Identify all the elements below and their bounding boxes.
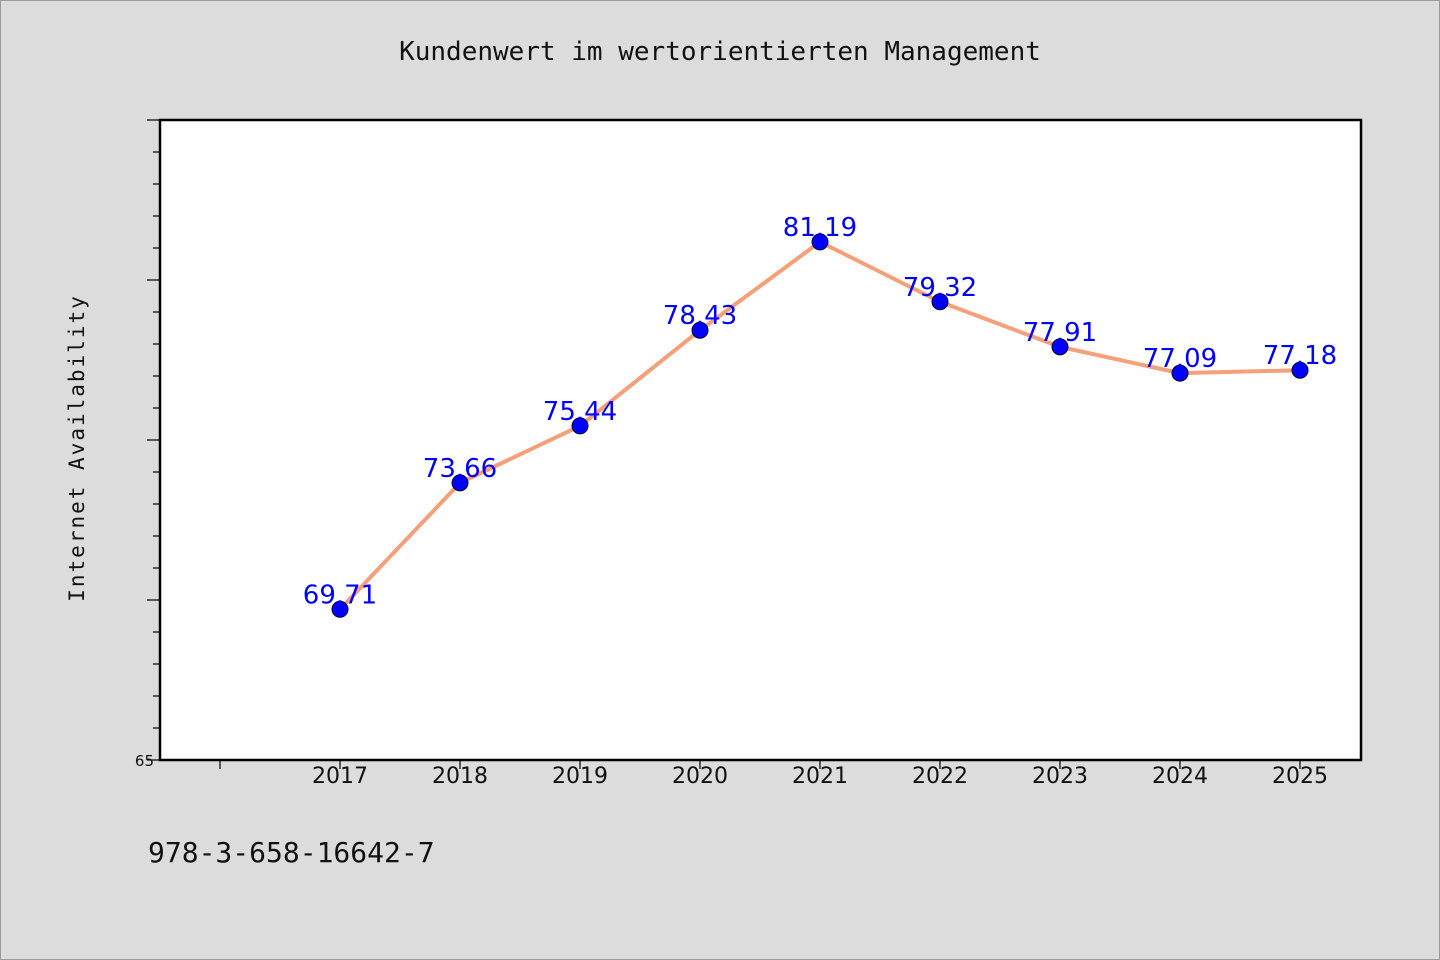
x-tick-label: 2020 — [672, 764, 728, 789]
data-point — [331, 600, 349, 618]
data-label: 75.44 — [543, 397, 617, 427]
data-label: 77.18 — [1263, 341, 1337, 371]
x-tick-label: 2018 — [432, 764, 488, 789]
y-axis-label: Internet Availability — [65, 294, 89, 602]
x-tick-label: 2025 — [1272, 764, 1328, 789]
x-tick-label: 2022 — [912, 764, 968, 789]
data-label: 77.91 — [1023, 318, 1097, 348]
data-point — [1051, 338, 1069, 356]
data-label: 73.66 — [423, 454, 497, 484]
data-point — [1291, 361, 1309, 379]
x-tick-label: 2019 — [552, 764, 608, 789]
data-label: 79.32 — [903, 273, 977, 303]
x-axis-ticks: 2017 2018 2019 2020 2021 2022 2023 2024 2025 — [219, 760, 1328, 789]
data-label: 78.43 — [663, 301, 737, 331]
data-point — [931, 293, 949, 311]
data-point — [451, 474, 469, 492]
x-tick-label: 2017 — [312, 764, 368, 789]
series-group: 69.71 73.66 75.44 78.43 81.19 79.32 77.91 77.09… — [303, 213, 1337, 618]
data-point — [691, 321, 709, 339]
data-label: 69.71 — [303, 580, 377, 610]
data-point — [1171, 364, 1189, 382]
x-tick-label: 2021 — [792, 764, 848, 789]
y-tick-label: 65 — [135, 752, 154, 770]
x-tick-label: 2023 — [1032, 764, 1088, 789]
data-point — [811, 233, 829, 251]
x-tick-label: 2024 — [1152, 764, 1208, 789]
plot-area — [158, 118, 1363, 762]
data-label: 77.09 — [1143, 344, 1217, 374]
chart-title: Kundenwert im wertorientierten Managemen… — [399, 37, 1041, 67]
y-axis-ticks: 65 — [135, 119, 160, 770]
isbn-footer: 978-3-658-16642-7 — [148, 836, 435, 869]
data-label: 81.19 — [783, 213, 857, 243]
data-point — [571, 417, 589, 435]
